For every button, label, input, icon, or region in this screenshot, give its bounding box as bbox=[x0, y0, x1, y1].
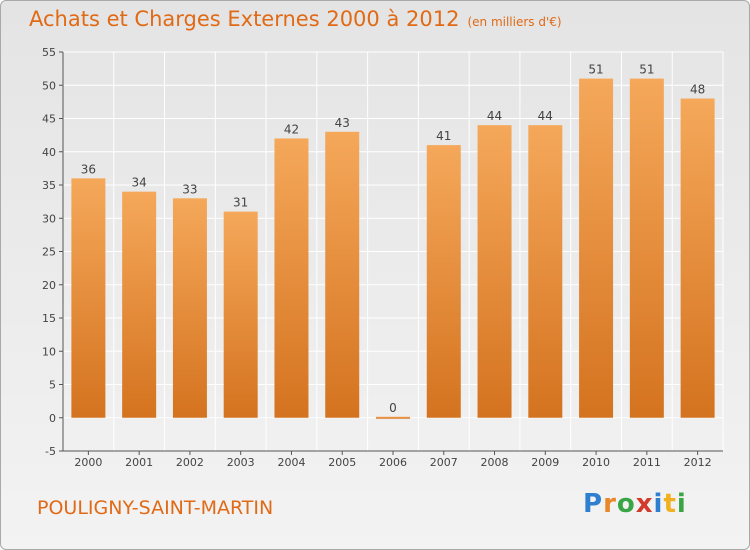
x-tick-label: 2010 bbox=[582, 456, 610, 469]
bar bbox=[122, 191, 157, 418]
commune-name: POULIGNY-SAINT-MARTIN bbox=[37, 497, 274, 519]
bar bbox=[223, 211, 258, 418]
x-tick-label: 2004 bbox=[277, 456, 305, 469]
value-label: 48 bbox=[690, 83, 705, 97]
x-tick-label: 2012 bbox=[684, 456, 712, 469]
bar bbox=[579, 78, 614, 418]
value-label: 51 bbox=[588, 63, 603, 77]
y-tick-label: 25 bbox=[42, 246, 56, 259]
value-label: 44 bbox=[538, 109, 553, 123]
x-tick-label: 2001 bbox=[125, 456, 153, 469]
value-label: 51 bbox=[639, 63, 654, 77]
grid-lines bbox=[62, 51, 724, 452]
y-tick-label: 40 bbox=[42, 146, 56, 159]
bar bbox=[680, 98, 715, 418]
bars bbox=[71, 78, 715, 419]
y-tick-label: 15 bbox=[42, 312, 56, 325]
unit-label: (en milliers d'€) bbox=[467, 15, 562, 29]
x-tick-label: 2000 bbox=[74, 456, 102, 469]
value-label: 31 bbox=[233, 196, 248, 210]
chart-title: Achats et Charges Externes 2000 à 2012 (e… bbox=[29, 7, 562, 31]
value-label: 33 bbox=[182, 182, 197, 196]
y-tick-label: 45 bbox=[42, 113, 56, 126]
y-tick-label: -5 bbox=[45, 445, 56, 458]
x-tick-label: 2002 bbox=[176, 456, 204, 469]
value-label: 43 bbox=[335, 116, 350, 130]
value-label: 41 bbox=[436, 129, 451, 143]
value-label: 44 bbox=[487, 109, 502, 123]
y-tick-label: 0 bbox=[49, 412, 56, 425]
bar bbox=[426, 145, 461, 418]
proxiti-logo: Proxiti bbox=[583, 489, 687, 519]
x-tick-label: 2008 bbox=[481, 456, 509, 469]
bar bbox=[477, 125, 512, 418]
bar bbox=[629, 78, 664, 418]
x-tick-label: 2009 bbox=[531, 456, 559, 469]
y-tick-label: 10 bbox=[42, 345, 56, 358]
value-label: 42 bbox=[284, 122, 299, 136]
bar bbox=[274, 138, 309, 418]
bar bbox=[528, 125, 563, 418]
y-tick-label: 20 bbox=[42, 279, 56, 292]
x-tick-label: 2005 bbox=[328, 456, 356, 469]
value-label: 0 bbox=[389, 401, 397, 415]
bar bbox=[376, 416, 410, 419]
bar bbox=[325, 131, 360, 418]
y-tick-label: 5 bbox=[49, 379, 56, 392]
value-label: 36 bbox=[81, 162, 96, 176]
y-tick-label: 55 bbox=[42, 46, 56, 59]
y-tick-label: 30 bbox=[42, 212, 56, 225]
x-tick-label: 2011 bbox=[633, 456, 661, 469]
x-tick-label: 2007 bbox=[430, 456, 458, 469]
title-text: Achats et Charges Externes 2000 à 2012 bbox=[29, 7, 460, 31]
bar bbox=[71, 178, 106, 418]
y-tick-label: 50 bbox=[42, 79, 56, 92]
labels: 36 2000 34 2001 33 2002 31 2003 42 2004 43 2005 0 200… bbox=[74, 63, 711, 469]
x-tick-label: 2003 bbox=[227, 456, 255, 469]
value-label: 34 bbox=[132, 176, 147, 190]
bar bbox=[172, 198, 207, 418]
x-tick-label: 2006 bbox=[379, 456, 407, 469]
y-tick-label: 35 bbox=[42, 179, 56, 192]
